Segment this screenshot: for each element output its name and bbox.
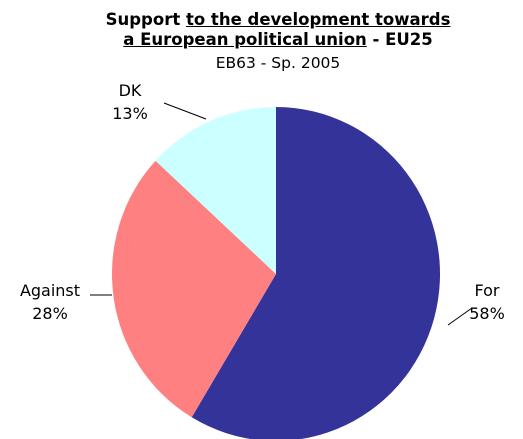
pie-leader-lines: [90, 102, 473, 326]
chart-title-underlined-2: a European political union: [123, 30, 367, 49]
chart-title-suffix: - EU25: [366, 30, 433, 49]
chart-title-prefix: Support: [105, 10, 186, 29]
pie-slice-dk: [155, 107, 276, 274]
slice-value-against: 28%: [32, 304, 68, 323]
slice-value-dk: 13%: [112, 104, 148, 123]
chart-title-line-2: a European political union - EU25: [0, 30, 523, 50]
pie-slice-for: [191, 107, 440, 439]
chart-title: Support to the development towards a Eur…: [0, 10, 523, 50]
slice-label-against: Against: [20, 281, 80, 300]
chart-title-underlined-1: to the development towards: [185, 10, 451, 29]
slice-label-for: For: [475, 281, 500, 300]
slice-value-for: 58%: [469, 304, 505, 323]
pie-slice-against: [112, 160, 276, 418]
slice-label-dk: DK: [119, 81, 142, 100]
pie-slices: [112, 107, 440, 439]
chart-title-line-1: Support to the development towards: [0, 10, 523, 30]
chart-subtitle: EB63 - Sp. 2005: [215, 54, 341, 72]
leader-line-dk: [163, 102, 207, 120]
pie-labels: For 58% Against 28% DK 13%: [20, 81, 505, 323]
leader-line-for: [447, 307, 473, 326]
